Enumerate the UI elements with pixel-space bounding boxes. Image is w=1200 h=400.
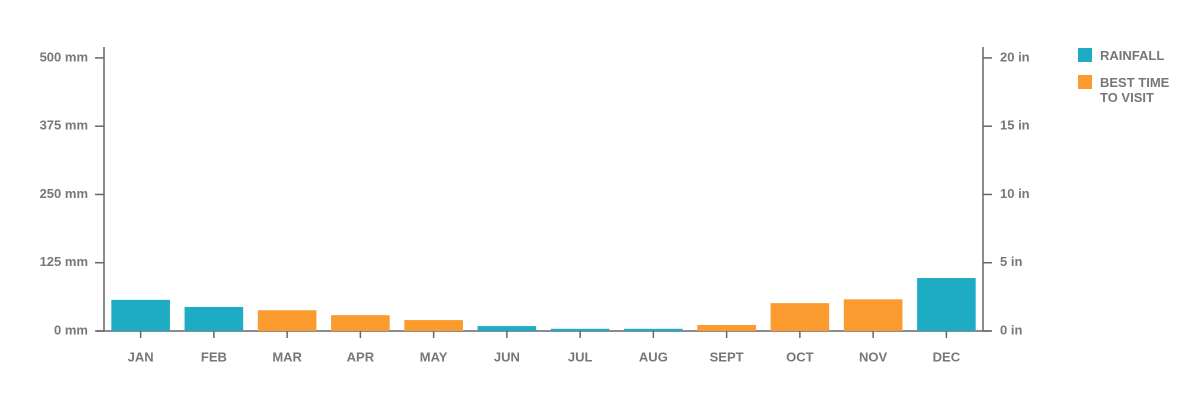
x-tick-label: OCT xyxy=(786,349,814,364)
bar xyxy=(257,310,317,331)
legend-label: RAINFALL xyxy=(1100,48,1165,63)
bar xyxy=(917,278,976,331)
x-tick-label: FEB xyxy=(201,349,227,364)
bar xyxy=(184,306,244,331)
x-tick-label: MAY xyxy=(420,349,448,364)
legend-label: BEST TIME TO VISIT xyxy=(1100,75,1170,105)
y-tick-label: 375 mm xyxy=(40,118,88,133)
legend-item: BEST TIME TO VISIT xyxy=(1078,75,1188,105)
legend: RAINFALL BEST TIME TO VISIT xyxy=(1078,48,1188,117)
x-tick-label: NOV xyxy=(859,349,888,364)
legend-item: RAINFALL xyxy=(1078,48,1188,63)
y-tick-label: 125 mm xyxy=(40,254,88,269)
bar xyxy=(770,303,830,331)
x-tick-label: DEC xyxy=(933,349,961,364)
bar xyxy=(404,320,463,331)
y-tick-label: 0 mm xyxy=(54,322,88,337)
y-tick-label: 250 mm xyxy=(40,186,88,201)
chart: 0 mm 125 mm 250 mm 375 mm 500 mm 0 in 5 in 10 i… xyxy=(40,47,1030,364)
y2-tick-label: 0 in xyxy=(1000,322,1022,337)
y2-tick-label: 20 in xyxy=(1000,49,1030,64)
x-tick-label: AUG xyxy=(639,349,668,364)
bar xyxy=(624,328,683,331)
legend-swatch xyxy=(1078,48,1092,62)
bar xyxy=(697,324,756,331)
y2-tick-label: 10 in xyxy=(1000,186,1030,201)
x-tick-label: JUN xyxy=(494,349,520,364)
y2-tick-label: 5 in xyxy=(1000,254,1022,269)
y2-tick-label: 15 in xyxy=(1000,118,1030,133)
bar xyxy=(111,299,170,331)
x-tick-label: JUL xyxy=(568,349,593,364)
y-tick-label: 500 mm xyxy=(40,49,88,64)
legend-swatch xyxy=(1078,75,1092,89)
bar xyxy=(550,328,610,331)
x-tick-label: JAN xyxy=(128,349,154,364)
x-tick-label: MAR xyxy=(272,349,302,364)
x-tick-label: SEPT xyxy=(710,349,744,364)
bar xyxy=(331,315,390,331)
bar xyxy=(477,326,537,331)
x-tick-label: APR xyxy=(347,349,375,364)
bar xyxy=(843,299,903,331)
